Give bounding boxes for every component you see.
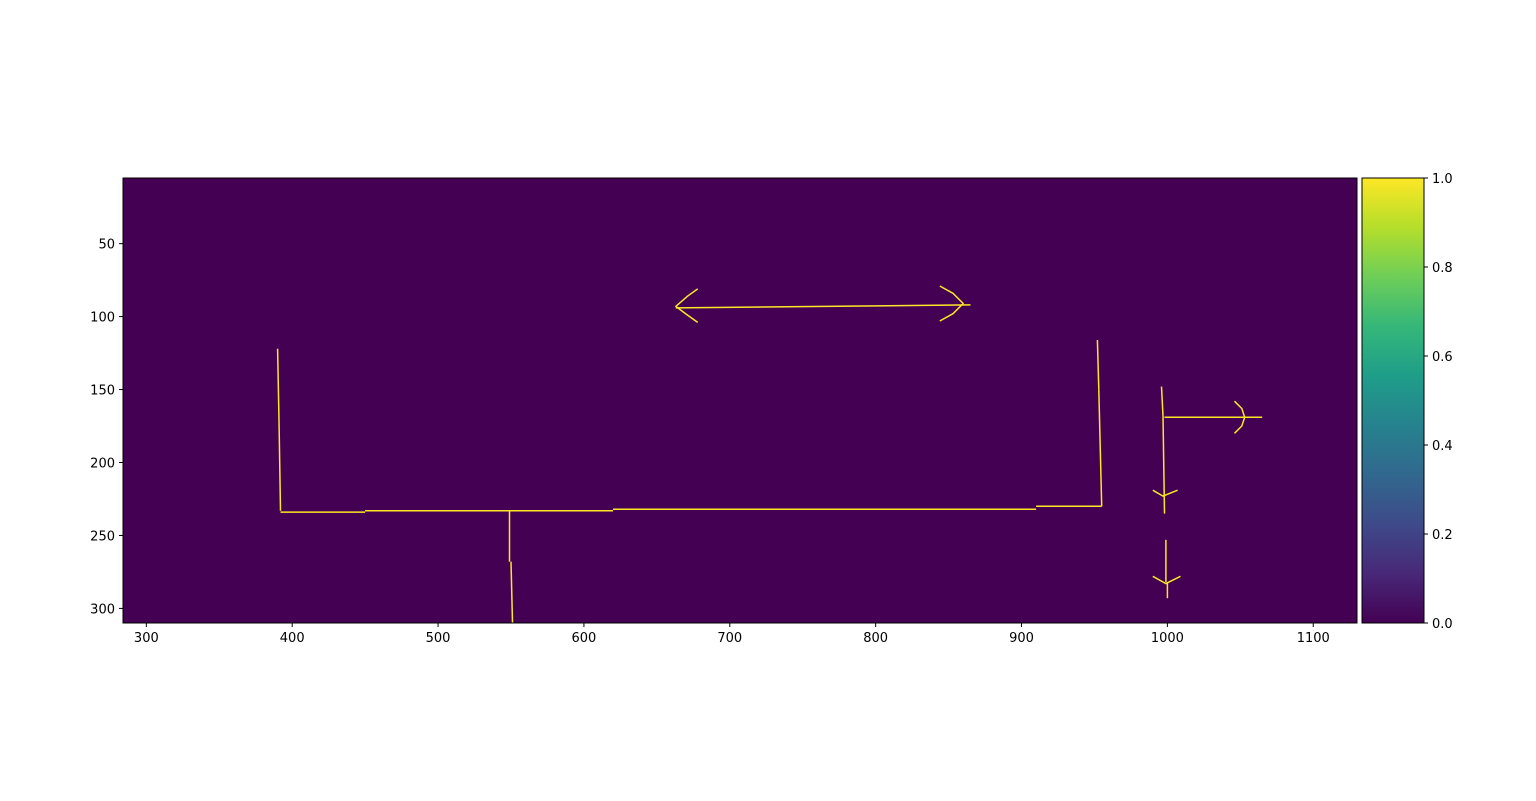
x-tick-label: 1100 [1297,631,1330,646]
y-tick-label: 100 [90,311,115,326]
line-segment-12 [939,285,964,322]
line-segment-0 [276,348,280,427]
line-segment-7 [1098,389,1103,507]
colorbar-frame [1361,177,1425,624]
colorbar-tick-label: 0.0 [1432,617,1453,632]
heatmap-background [123,178,1357,623]
x-tick-label: 500 [426,631,451,646]
y-tick-label: 50 [98,238,115,253]
y-axis: 50 100 150 200 250 300 [90,238,123,617]
line-segment-14 [1162,415,1166,514]
heatmap-lines [276,285,1263,623]
line-segment-10 [675,304,971,309]
colorbar-tick-label: 0.8 [1432,261,1453,276]
x-tick-label: 300 [134,631,159,646]
x-tick-label: 400 [280,631,305,646]
colorbar-ticks: 0.0 0.2 0.4 0.6 0.8 1.0 [1424,172,1453,632]
x-tick-label: 600 [572,631,597,646]
x-tick-label: 800 [863,631,888,646]
line-segment-13 [1160,386,1164,416]
colorbar-tick-label: 0.4 [1432,439,1453,454]
line-segment-1 [278,425,282,511]
y-tick-label: 200 [90,457,115,472]
x-tick-label: 700 [717,631,742,646]
y-tick-label: 300 [90,602,115,617]
x-axis: 300 400 500 600 700 800 900 1000 1100 [134,623,1330,646]
colorbar-tick-label: 0.2 [1432,528,1453,543]
line-segment-20 [1152,575,1181,585]
y-tick-label: 250 [90,529,115,544]
colorbar-tick-label: 1.0 [1432,172,1453,187]
plot-frame [122,177,1358,624]
x-tick-label: 900 [1009,631,1034,646]
line-segment-17 [1152,489,1178,497]
line-segment-11 [675,288,699,324]
line-segment-16 [1233,400,1246,434]
colorbar-tick-label: 0.6 [1432,350,1453,365]
colorbar-gradient [1362,178,1424,623]
line-segment-6 [1096,339,1100,390]
x-tick-label: 1000 [1151,631,1184,646]
colorbar: 0.0 0.2 0.4 0.6 0.8 1.0 [1361,172,1453,632]
y-tick-label: 150 [90,384,115,399]
line-segment-9 [510,561,514,623]
plot-area: 300 400 500 600 700 800 900 1000 1100 50 100 150 20… [90,177,1358,646]
